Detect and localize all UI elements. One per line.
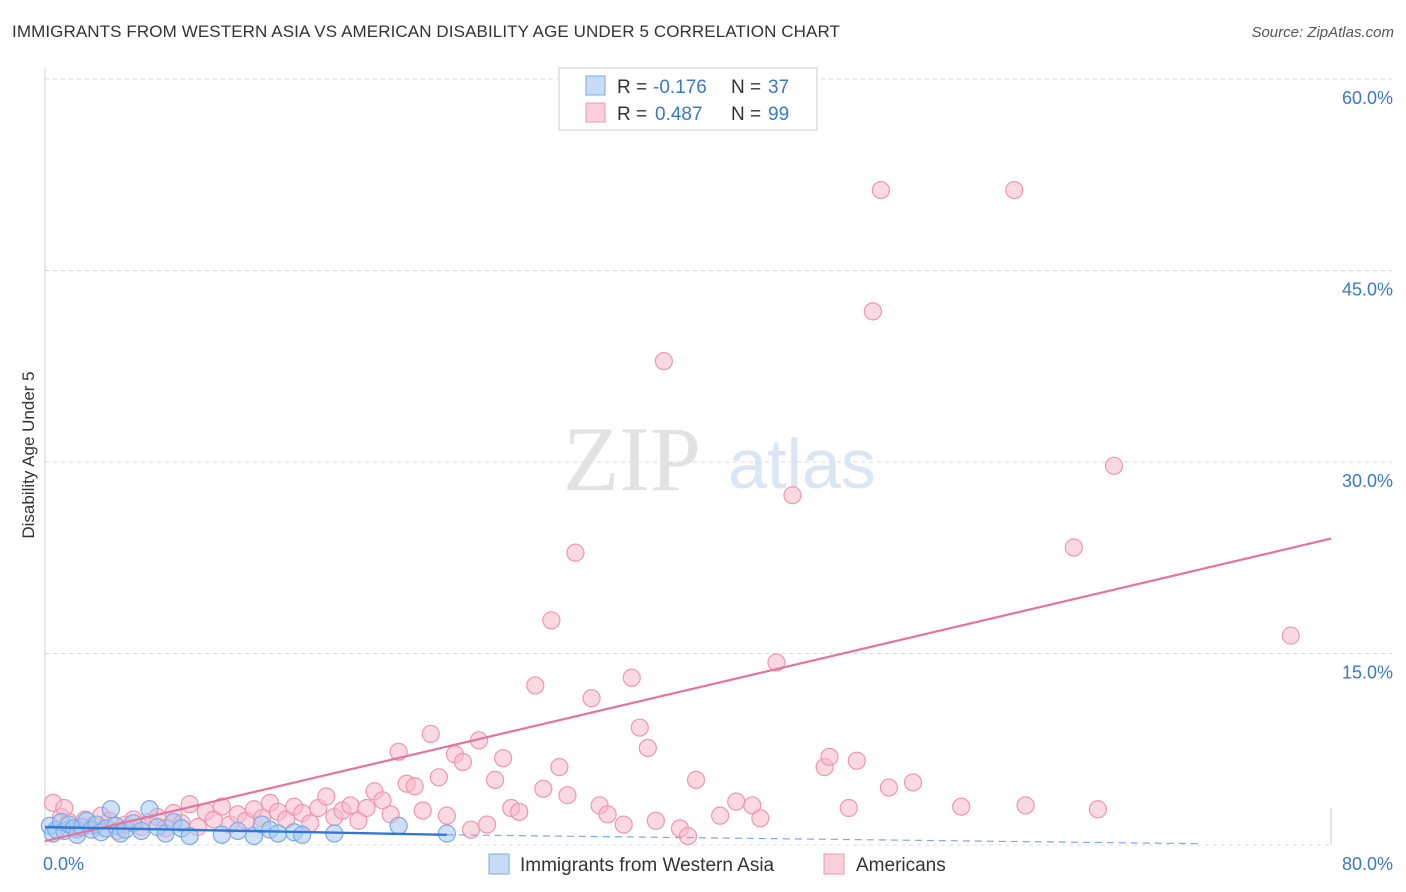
series-legend-swatch-blue (488, 853, 510, 875)
americans-point (461, 820, 481, 839)
series-legend-swatch-pink (823, 853, 845, 875)
immigrants-point (212, 825, 231, 844)
immigrants-point (180, 826, 199, 846)
americans-point (863, 302, 882, 321)
americans-point (542, 611, 561, 630)
americans-point (767, 653, 786, 672)
americans-point (630, 718, 649, 737)
immigrants-point (389, 816, 408, 835)
watermark-zip: ZIP (563, 408, 701, 510)
americans-point (477, 815, 497, 834)
americans-point (510, 802, 529, 821)
axis-layer: 15.0% 30.0% 45.0% 60.0% 0.0% 80.0% (43, 88, 1393, 874)
americans-point (820, 747, 839, 767)
immigrants-point (140, 800, 159, 819)
americans-point (751, 809, 770, 828)
immigrants-point (268, 824, 288, 843)
chart-title: IMMIGRANTS FROM WESTERN ASIA VS AMERICAN… (12, 22, 841, 41)
immigrants-point (132, 821, 151, 841)
series-legend-label-pink: Americans (856, 855, 946, 876)
americans-point (357, 798, 376, 818)
americans-point (413, 801, 432, 820)
americans-point (622, 668, 641, 687)
legend-n-value-2: 99 (768, 104, 789, 125)
americans-point (317, 787, 336, 806)
legend-swatch-pink (585, 102, 606, 123)
americans-point (839, 798, 858, 818)
americans-point (646, 811, 665, 830)
americans-point (1005, 180, 1024, 200)
americans-point (429, 768, 448, 787)
americans-point (1088, 800, 1108, 819)
americans-point (341, 796, 360, 815)
legend-r-label-2: R = (617, 104, 647, 125)
americans-point (727, 792, 746, 811)
source-label: Source: ZipAtlas.com (1251, 24, 1394, 41)
americans-point (1281, 626, 1300, 645)
americans-point (212, 797, 231, 816)
series-legend-label-blue: Immigrants from Western Asia (520, 855, 775, 876)
immigrants-point (293, 825, 312, 844)
americans-point (486, 770, 505, 789)
grid-layer (44, 68, 1392, 846)
americans-point (871, 180, 891, 200)
series-legend: Immigrants from Western Asia Americans (488, 853, 946, 876)
americans-point (494, 749, 513, 768)
americans-point (373, 791, 392, 810)
americans-point (598, 805, 617, 824)
americans-point (582, 689, 601, 708)
americans-point (638, 738, 657, 758)
americans-point (566, 543, 585, 562)
americans-point (654, 352, 673, 371)
y-tick-label: 60.0% (1342, 88, 1393, 108)
legend-n-value-1: 37 (768, 77, 789, 98)
americans-point (783, 486, 802, 505)
legend-n-label-1: N = (731, 77, 761, 98)
americans-point (526, 676, 545, 695)
y-axis-label: Disability Age Under 5 (19, 371, 38, 538)
americans-point (711, 806, 730, 825)
watermark-atlas: atlas (728, 425, 876, 503)
americans-trend-line (44, 537, 1332, 843)
americans-point (550, 758, 569, 777)
americans-point (421, 724, 440, 744)
americans-point (180, 795, 199, 814)
trend-lines (44, 537, 1332, 845)
legend-r-label-1: R = (617, 77, 647, 98)
americans-point (405, 777, 424, 796)
y-tick-label: 30.0% (1342, 471, 1393, 491)
legend-swatch-blue (585, 75, 606, 96)
americans-point (1016, 796, 1035, 815)
americans-point (1064, 538, 1083, 557)
americans-point (558, 786, 577, 805)
x-tick-label: 80.0% (1342, 854, 1393, 874)
immigrants-point (101, 800, 121, 819)
correlation-legend: R = -0.176 N = 37 R = 0.487 N = 99 (558, 67, 818, 131)
legend-r-value-2: 0.487 (655, 104, 703, 125)
americans-point (678, 826, 698, 846)
legend-r-value-1: -0.176 (653, 77, 707, 98)
y-tick-label: 15.0% (1342, 663, 1393, 683)
americans-points (43, 180, 1300, 846)
americans-point (903, 773, 923, 792)
americans-point (952, 797, 971, 816)
americans-point (453, 752, 473, 772)
y-tick-label: 45.0% (1342, 280, 1393, 300)
americans-point (437, 806, 456, 825)
americans-point (847, 751, 866, 770)
immigrants-trend-line (44, 825, 447, 836)
americans-point (614, 815, 633, 834)
x-tick-label: 0.0% (43, 854, 84, 874)
watermark: ZIP atlas (563, 408, 876, 510)
americans-point (686, 770, 706, 789)
americans-point (534, 779, 553, 798)
immigrants-trend-extension (446, 834, 1203, 845)
americans-point (879, 778, 899, 797)
legend-n-label-2: N = (731, 104, 761, 125)
americans-point (1104, 456, 1124, 475)
immigrants-points (40, 800, 456, 846)
